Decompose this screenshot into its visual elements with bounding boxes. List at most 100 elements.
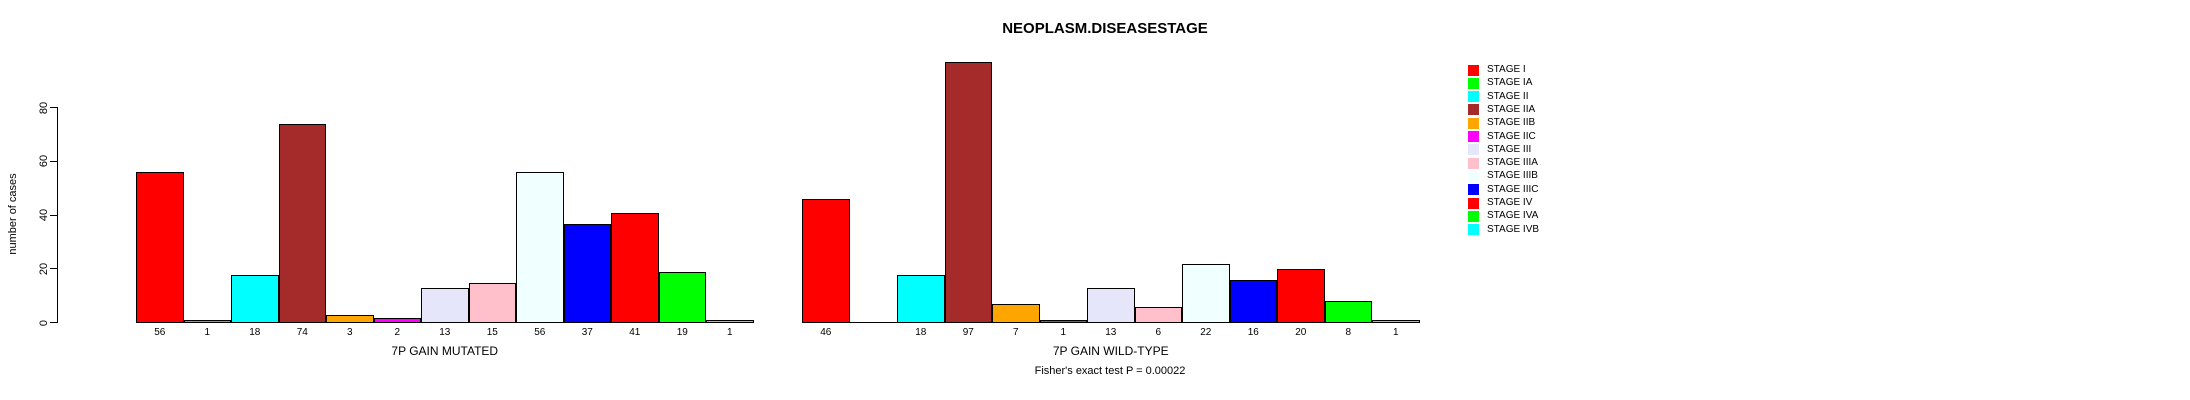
legend-item: STAGE IV — [1468, 197, 1532, 209]
bar — [231, 275, 279, 323]
legend-label: STAGE IVB — [1487, 223, 1540, 235]
y-tick-label: 20 — [38, 262, 50, 275]
bar — [373, 318, 421, 323]
bar — [706, 320, 754, 323]
legend-label: STAGE IIIC — [1487, 183, 1539, 195]
bar — [563, 224, 611, 323]
bar — [897, 275, 945, 323]
y-tick-label: 60 — [38, 155, 50, 168]
legend-label: STAGE IIA — [1487, 103, 1536, 115]
legend-swatch — [1468, 170, 1479, 182]
legend-item: STAGE IIIB — [1468, 170, 1538, 182]
bar — [1229, 280, 1277, 323]
bar — [1087, 288, 1135, 323]
bar — [468, 283, 516, 323]
legend-swatch — [1468, 77, 1479, 89]
legend-item: STAGE III — [1468, 144, 1531, 156]
bar — [421, 288, 469, 323]
bar-value-label: 3 — [346, 327, 353, 338]
legend-item: STAGE IVB — [1468, 224, 1539, 236]
y-axis-line — [57, 107, 58, 323]
legend-swatch — [1468, 210, 1479, 222]
y-tick — [50, 107, 57, 108]
legend-item: STAGE II — [1468, 91, 1529, 103]
legend-item: STAGE IVA — [1468, 210, 1538, 222]
legend-label: STAGE IVA — [1487, 210, 1539, 222]
bar — [658, 272, 706, 323]
bar — [944, 62, 992, 323]
y-tick — [50, 214, 57, 216]
legend-label: STAGE III — [1487, 143, 1532, 155]
bar-value-label: 20 — [1295, 327, 1307, 338]
bar-value-label: 37 — [581, 327, 593, 338]
legend-item: STAGE IIIC — [1468, 184, 1539, 196]
bar-value-label: 56 — [154, 327, 166, 338]
legend-swatch — [1468, 131, 1479, 142]
bar-value-label: 41 — [629, 327, 641, 338]
legend-swatch — [1468, 157, 1479, 169]
y-tick — [50, 268, 57, 270]
bar — [278, 124, 326, 323]
bar — [1134, 307, 1182, 323]
bar — [611, 213, 659, 323]
bar-value-label: 16 — [1247, 327, 1259, 338]
bar-value-label: 22 — [1200, 327, 1212, 338]
bar-value-label: 1 — [1392, 327, 1399, 338]
legend-label: STAGE II — [1487, 90, 1529, 102]
group-axis-label: 7P GAIN MUTATED — [391, 344, 499, 358]
legend-swatch — [1468, 104, 1479, 116]
bar — [1372, 320, 1420, 323]
bar-value-label: 97 — [962, 327, 974, 338]
legend-label: STAGE IIC — [1487, 130, 1536, 142]
fisher-test-stat: Fisher's exact test P = 0.00022 — [1034, 365, 1186, 377]
legend-item: STAGE IIIA — [1468, 157, 1538, 169]
bar-value-label: 7 — [1012, 327, 1019, 338]
bar-value-label: 18 — [249, 327, 261, 338]
y-tick-label: 80 — [38, 101, 50, 114]
legend-label: STAGE I — [1487, 64, 1526, 75]
legend-swatch — [1468, 224, 1479, 236]
bar — [1182, 264, 1230, 323]
legend-swatch — [1468, 64, 1479, 76]
group-axis-label: 7P GAIN WILD-TYPE — [1052, 344, 1169, 358]
chart-title: NEOPLASM.DISEASESTAGE — [1002, 20, 1208, 37]
legend-item: STAGE IIA — [1468, 104, 1535, 116]
bar — [1039, 320, 1087, 323]
legend-swatch — [1468, 144, 1479, 156]
legend-label: STAGE IV — [1487, 197, 1533, 208]
bar — [802, 199, 850, 323]
y-tick-label: 0 — [38, 319, 50, 326]
legend-swatch — [1468, 184, 1479, 196]
bar-value-label: 1 — [204, 327, 211, 338]
bar — [992, 304, 1040, 323]
legend-item: STAGE IIB — [1468, 117, 1535, 129]
bar — [183, 320, 231, 323]
bar — [1277, 269, 1325, 323]
bar-value-label: 1 — [1060, 327, 1067, 338]
bar-value-label: 13 — [439, 327, 451, 338]
legend-label: STAGE IA — [1487, 77, 1533, 89]
legend-swatch — [1468, 197, 1479, 209]
legend-label: STAGE IIIA — [1487, 157, 1538, 169]
bar — [326, 315, 374, 323]
bar-value-label: 2 — [394, 327, 401, 338]
bar-value-label: 74 — [296, 327, 308, 338]
y-tick-label: 40 — [38, 208, 50, 222]
y-axis-label: number of cases — [7, 173, 19, 255]
legend-swatch — [1468, 91, 1479, 103]
legend-label: STAGE IIB — [1487, 117, 1536, 129]
legend-swatch — [1468, 117, 1479, 129]
bar — [136, 172, 184, 323]
bar-value-label: 13 — [1105, 327, 1117, 338]
y-tick — [50, 160, 57, 162]
bar-value-label: 15 — [486, 327, 498, 338]
bar-value-label: 8 — [1345, 327, 1352, 338]
bar-value-label: 18 — [915, 327, 927, 338]
bar-value-label: 1 — [726, 327, 733, 338]
bar-value-label: 46 — [820, 327, 832, 338]
bar — [1324, 301, 1372, 323]
legend-item: STAGE I — [1468, 64, 1526, 76]
y-tick — [50, 322, 57, 323]
bar — [516, 172, 564, 323]
